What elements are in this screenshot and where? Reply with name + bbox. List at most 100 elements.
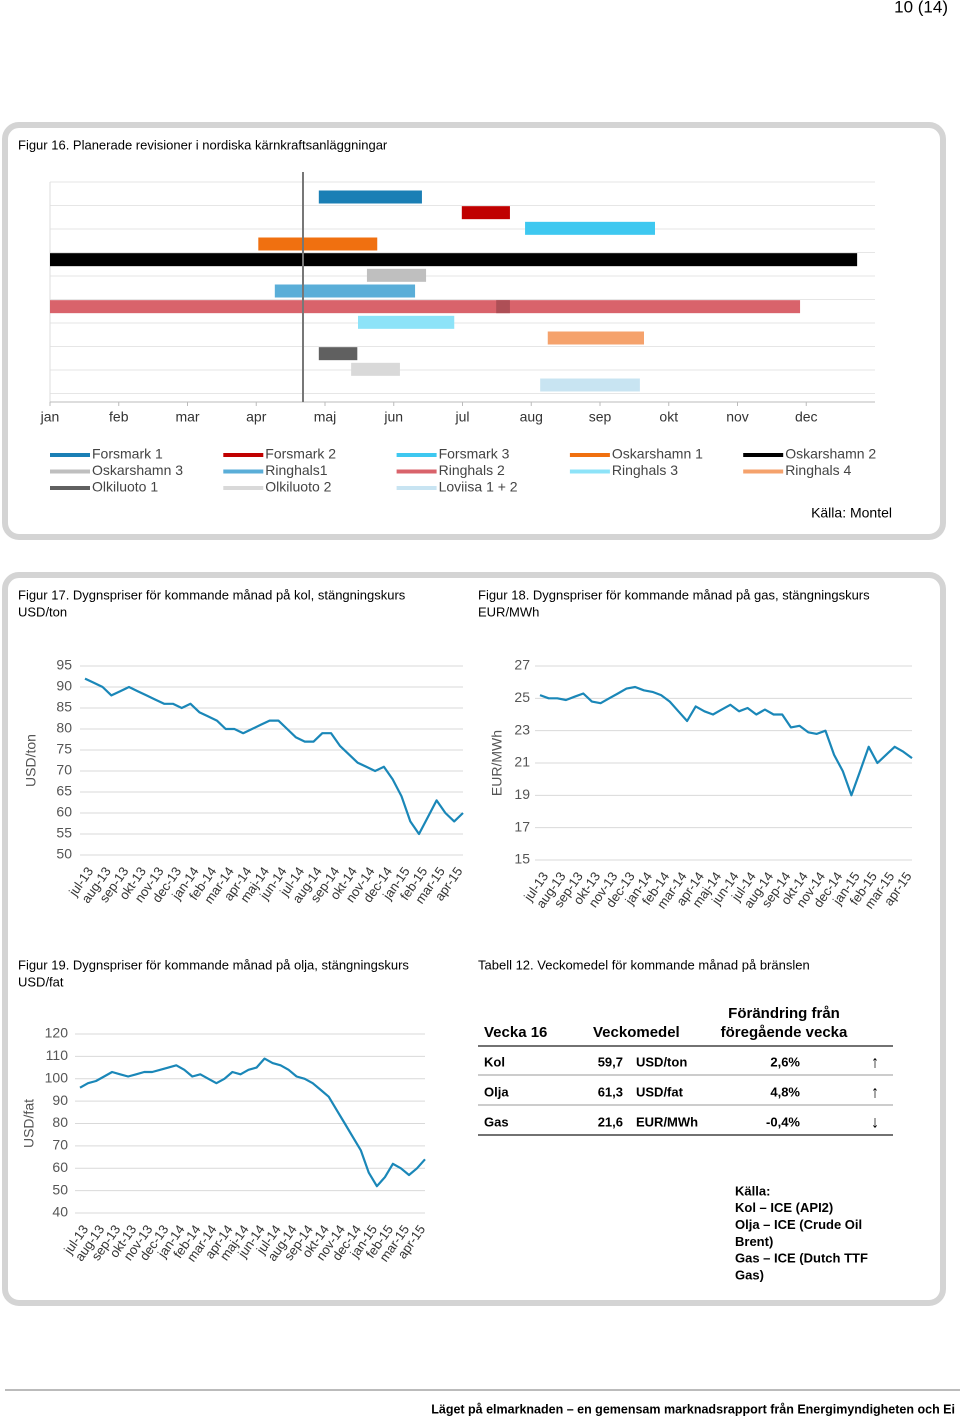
legend-label: Ringhals 4	[785, 462, 851, 478]
table-cell: 2,6%	[770, 1054, 800, 1069]
table-source: Gas)	[735, 1267, 764, 1282]
page-number: 10 (14)	[894, 0, 948, 16]
price-line	[79, 1057, 426, 1188]
y-tick-label: 80	[52, 1114, 68, 1130]
outage-bar	[547, 331, 644, 345]
table-source: Kol – ICE (API2)	[735, 1200, 833, 1215]
figure-title: Figur 19. Dygnspriser för kommande månad…	[18, 957, 409, 972]
figure-title: Figur 18. Dygnspriser för kommande månad…	[478, 587, 870, 602]
y-axis-label: USD/ton	[23, 734, 39, 787]
y-tick-label: 23	[514, 721, 530, 737]
figure-title: Figur 16. Planerade revisioner i nordisk…	[18, 137, 388, 152]
legend-label: Oskarshamn 1	[612, 446, 703, 462]
outage-bar	[358, 315, 455, 329]
table-cell: Olja	[484, 1084, 509, 1099]
table-source: Olja – ICE (Crude Oil	[735, 1217, 862, 1232]
table-cell: USD/ton	[636, 1054, 687, 1069]
figure-unit: USD/fat	[18, 974, 64, 989]
table-header: Förändring från	[728, 1005, 840, 1022]
table-cell: 21,6	[598, 1114, 623, 1129]
table-header: Veckomedel	[593, 1024, 680, 1041]
y-axis-label: USD/fat	[21, 1099, 37, 1148]
source: Källa: Montel	[811, 505, 892, 521]
table-header: föregående vecka	[721, 1024, 848, 1041]
footer: Läget på elmarknaden – en gemensam markn…	[431, 1402, 955, 1416]
y-tick-label: 50	[52, 1181, 68, 1197]
price-line	[84, 677, 464, 836]
legend-label: Ringhals 2	[439, 462, 505, 478]
x-tick-label: jun	[383, 409, 403, 425]
y-tick-label: 100	[45, 1069, 69, 1085]
x-tick-label: apr	[246, 409, 267, 425]
panel	[2, 122, 946, 540]
y-tick-label: 65	[56, 783, 72, 799]
y-tick-label: 17	[514, 818, 530, 834]
x-tick-label: aug	[520, 409, 543, 425]
y-tick-label: 90	[56, 678, 72, 694]
y-tick-label: 60	[52, 1159, 68, 1175]
table-cell: ↓	[871, 1112, 880, 1131]
table-cell: -0,4%	[766, 1114, 800, 1129]
x-tick-label: okt	[659, 409, 678, 425]
y-tick-label: 95	[56, 657, 72, 673]
outage-bar	[50, 300, 801, 314]
table-cell: ↑	[871, 1052, 880, 1071]
legend-label: Oskarshamn 2	[785, 446, 876, 462]
table-cell: 59,7	[598, 1054, 623, 1069]
y-tick-label: 25	[514, 689, 530, 705]
table-header: Vecka 16	[484, 1024, 547, 1041]
y-tick-label: 110	[46, 1047, 69, 1063]
outage-bar	[258, 237, 378, 251]
y-axis-label: EUR/MWh	[489, 730, 505, 796]
x-tick-label: jan	[40, 409, 60, 425]
table-source: Brent)	[735, 1234, 773, 1249]
outage-bar	[540, 378, 640, 392]
table-title: Tabell 12. Veckomedel för kommande månad…	[478, 957, 810, 972]
y-tick-label: 120	[45, 1025, 69, 1041]
x-tick-label: nov	[726, 409, 749, 425]
y-tick-label: 50	[56, 846, 72, 862]
legend-label: Ringhals1	[265, 462, 327, 478]
y-tick-label: 85	[56, 699, 72, 715]
y-tick-label: 60	[56, 804, 72, 820]
panel	[2, 572, 946, 1306]
x-tick-label: jul	[454, 409, 469, 425]
x-tick-label: feb	[109, 409, 129, 425]
outage-bar	[496, 300, 510, 314]
y-tick-label: 90	[52, 1092, 68, 1108]
y-tick-label: 27	[514, 657, 530, 673]
table-cell: ↑	[871, 1082, 880, 1101]
legend-label: Olkiluoto 2	[265, 479, 331, 495]
table-cell: USD/fat	[636, 1084, 684, 1099]
outage-bar	[318, 190, 422, 204]
y-tick-label: 55	[56, 825, 72, 841]
x-tick-label: sep	[589, 409, 612, 425]
y-tick-label: 15	[514, 851, 530, 867]
legend-label: Oskarshamn 3	[92, 462, 183, 478]
outage-bar	[366, 268, 427, 282]
y-tick-label: 80	[56, 720, 72, 736]
legend-label: Forsmark 3	[439, 446, 510, 462]
y-tick-label: 70	[52, 1137, 68, 1153]
table-cell: Gas	[484, 1114, 509, 1129]
price-line	[539, 685, 913, 797]
figure-unit: USD/ton	[18, 604, 67, 619]
y-tick-label: 70	[56, 762, 72, 778]
outage-bar	[50, 253, 858, 267]
figure-title: Figur 17. Dygnspriser för kommande månad…	[18, 587, 406, 602]
legend-label: Olkiluoto 1	[92, 479, 158, 495]
figure-unit: EUR/MWh	[478, 604, 539, 619]
x-tick-label: mar	[175, 409, 199, 425]
outage-bar	[351, 362, 400, 376]
outage-bar	[318, 347, 358, 361]
table-source: Gas – ICE (Dutch TTF	[735, 1251, 868, 1266]
outage-bar	[274, 284, 416, 298]
x-tick-label: maj	[314, 409, 337, 425]
outage-bar	[525, 221, 655, 235]
table-cell: Kol	[484, 1054, 505, 1069]
legend-label: Ringhals 3	[612, 462, 678, 478]
x-tick-label: dec	[795, 409, 818, 425]
y-tick-label: 75	[56, 741, 72, 757]
table-source: Källa:	[735, 1183, 770, 1198]
y-tick-label: 40	[52, 1204, 68, 1220]
